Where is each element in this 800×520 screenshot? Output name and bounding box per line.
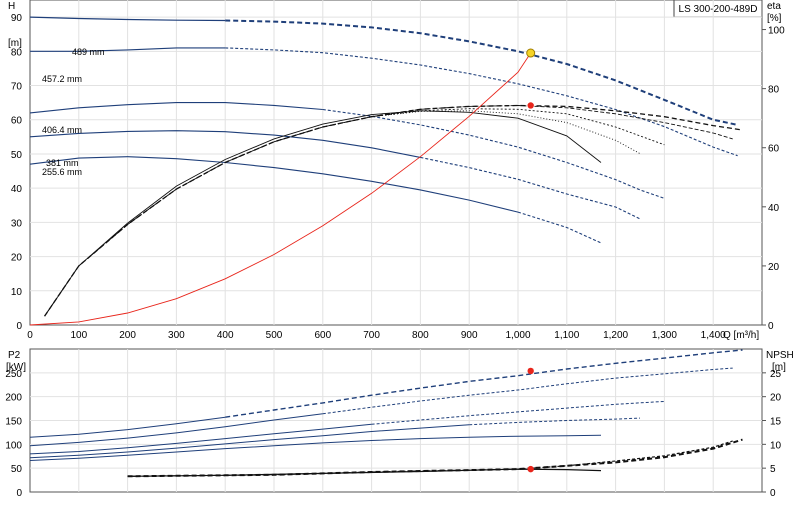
top-left-axis-unit: [m] (8, 38, 22, 49)
head-curve-dashed (322, 108, 665, 199)
bottom-left-tick-label: 150 (5, 417, 22, 428)
npsh-duty-point-marker (527, 465, 534, 473)
power-curve-solid (29, 413, 323, 447)
bottom-curves (29, 349, 743, 478)
top-right-axis-label: eta (767, 1, 781, 12)
top-left-tick-label: 60 (11, 116, 23, 127)
bottom-right-tick-label: 20 (770, 393, 782, 404)
head-curve-solid (29, 130, 421, 158)
impeller-diameter-label: 489 mm (72, 47, 105, 57)
head-curve-solid (29, 156, 519, 213)
bottom-right-tick-label: 15 (770, 417, 782, 428)
x-tick-label: 1,400 (701, 330, 726, 341)
top-left-tick-label: 0 (16, 321, 22, 332)
top-right-tick-label: 100 (768, 26, 785, 37)
power-curve-solid (29, 424, 470, 459)
x-tick-label: 500 (266, 330, 283, 341)
top-left-tick-label: 80 (11, 47, 23, 58)
head-curve-dashed (420, 156, 641, 220)
top-left-axis-label: H (8, 1, 15, 12)
power-curve-solid (29, 416, 226, 438)
bottom-right-axis-unit: [m] (772, 362, 786, 373)
bottom-ticks: 0 50 100 150 200 250 0 5 10 15 20 25 (5, 369, 781, 499)
head-curve-solid (30, 47, 226, 52)
impeller-diameter-label: 255.6 mm (42, 167, 82, 177)
top-left-tick-label: 70 (11, 82, 23, 93)
top-plot-frame (29, 0, 763, 326)
head-curve-solid (29, 16, 226, 22)
top-left-tick-label: 20 (11, 253, 23, 264)
top-ticks: 0 100 200 300 400 500 600 700 800 900 1,000 1,100 1,… (11, 13, 785, 341)
efficiency-curve (44, 110, 641, 317)
x-tick-label: 1,000 (505, 330, 530, 341)
head-curve-dashed (225, 19, 738, 126)
bottom-right-axis-label: NPSH (766, 350, 794, 361)
bottom-left-tick-label: 0 (16, 488, 22, 499)
duty-points (526, 48, 536, 473)
top-right-tick-label: 20 (768, 262, 780, 273)
x-tick-label: 200 (119, 330, 136, 341)
top-left-tick-label: 40 (11, 184, 23, 195)
efficiency-curve (44, 110, 602, 317)
impeller-diameter-label: 457.2 mm (42, 74, 82, 84)
x-tick-label: 1,100 (554, 330, 579, 341)
top-plot-grid (29, 0, 763, 326)
top-curves (29, 16, 743, 326)
x-tick-label: 600 (314, 330, 331, 341)
top-left-tick-label: 10 (11, 287, 23, 298)
bottom-left-tick-label: 50 (11, 464, 23, 475)
x-tick-label: 800 (412, 330, 429, 341)
power-curve-dashed (469, 417, 641, 426)
top-right-tick-label: 40 (768, 203, 780, 214)
top-left-tick-label: 90 (11, 13, 23, 24)
bottom-left-axis-unit: [kW] (6, 362, 26, 373)
top-left-tick-label: 30 (11, 218, 23, 229)
impeller-diameter-label: 381 mm (46, 158, 79, 168)
duty-point-marker (526, 48, 536, 58)
bottom-right-tick-label: 5 (770, 464, 776, 475)
top-right-tick-label: 60 (768, 144, 780, 155)
impeller-diameter-label: 406.4 mm (42, 125, 82, 135)
bottom-right-tick-label: 0 (770, 488, 776, 499)
head-curve-solid (29, 102, 323, 114)
system-curve (29, 52, 532, 326)
top-left-tick-label: 50 (11, 150, 23, 161)
efficiency-curve (44, 105, 733, 317)
bottom-right-tick-label: 10 (770, 440, 782, 451)
x-tick-label: 300 (168, 330, 185, 341)
bottom-right-tick-label: 25 (770, 369, 782, 380)
efficiency-duty-point-marker (527, 102, 534, 109)
head-curve-dashed (225, 47, 738, 157)
power-curve-solid (29, 434, 602, 461)
x-tick-label: 400 (217, 330, 234, 341)
top-right-axis-unit: [%] (767, 13, 782, 24)
npsh-curve (127, 468, 602, 477)
x-tick-label: 100 (70, 330, 87, 341)
head-curve-dashed (517, 211, 602, 244)
x-tick-label: 0 (27, 330, 33, 341)
chart-title: LS 300-200-489D (679, 4, 758, 15)
bottom-left-tick-label: 250 (5, 369, 22, 380)
power-curve-solid (29, 423, 372, 455)
x-axis-label: Q [m³/h] (723, 330, 759, 341)
power-curve-dashed (225, 349, 743, 418)
power-curve-dashed (322, 367, 733, 415)
bottom-left-axis-label: P2 (8, 350, 21, 361)
x-tick-label: 900 (461, 330, 478, 341)
top-right-tick-label: 0 (768, 321, 774, 332)
bottom-left-tick-label: 200 (5, 393, 22, 404)
top-right-tick-label: 80 (768, 85, 780, 96)
power-duty-point-marker (527, 367, 534, 375)
power-curve-dashed (371, 400, 665, 425)
x-tick-label: 1,200 (603, 330, 628, 341)
bottom-left-tick-label: 100 (5, 440, 22, 451)
efficiency-curve (44, 104, 743, 317)
x-tick-label: 700 (363, 330, 380, 341)
x-tick-label: 1,300 (652, 330, 677, 341)
